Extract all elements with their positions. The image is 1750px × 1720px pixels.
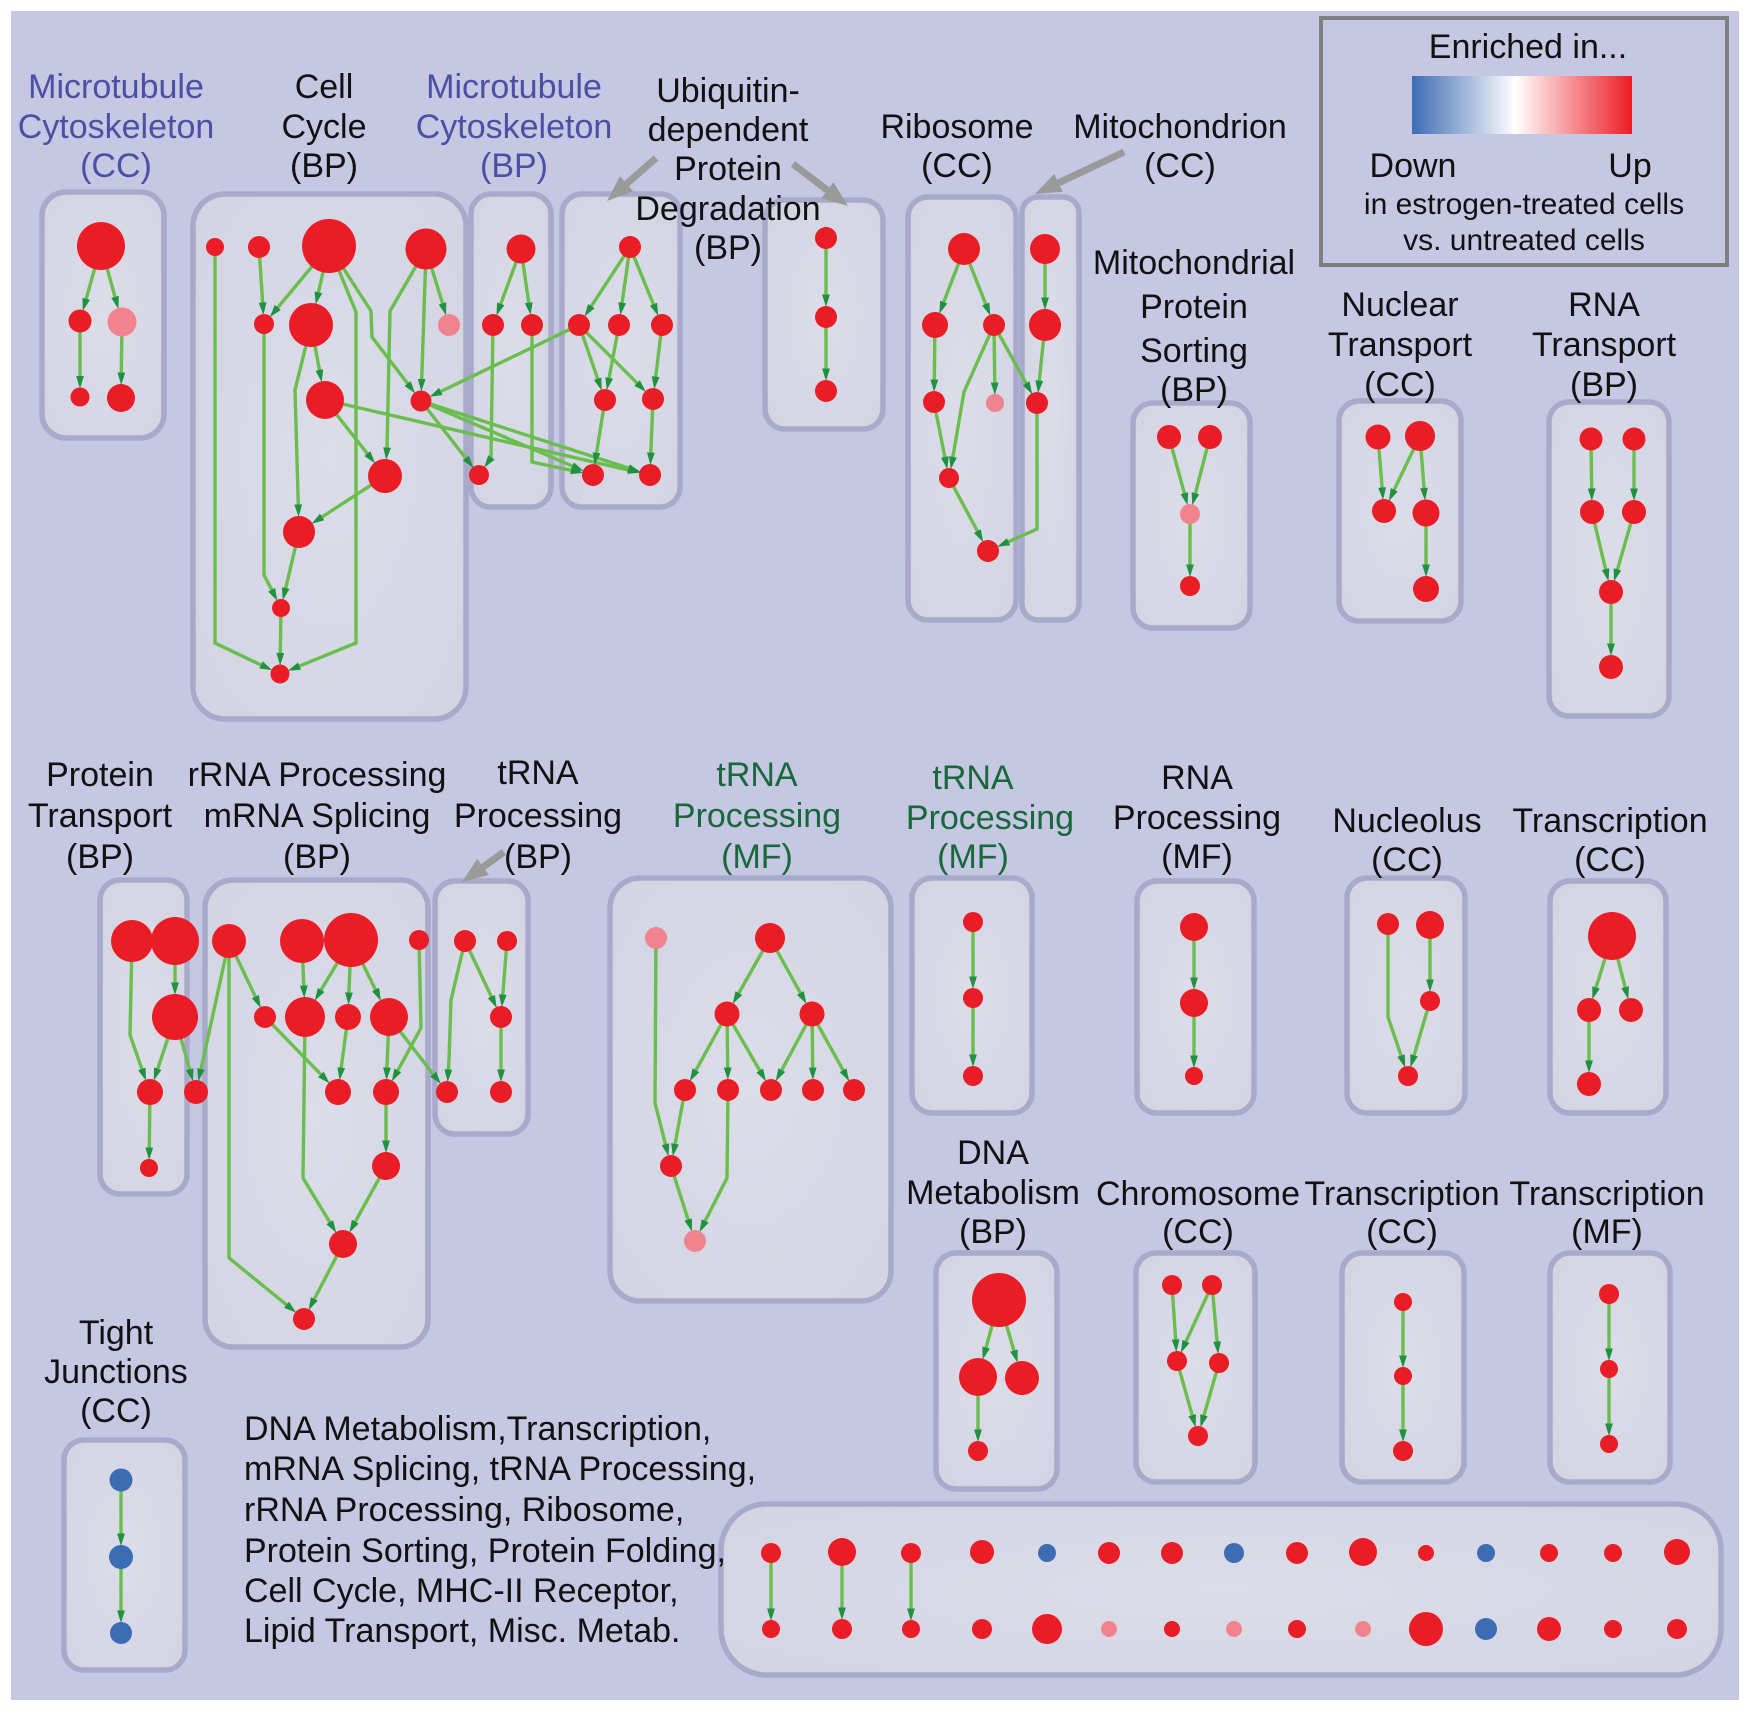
svg-text:Cytoskeleton: Cytoskeleton <box>18 108 215 146</box>
svg-text:Transcription: Transcription <box>1512 802 1707 840</box>
svg-text:DNA Metabolism,Transcription,: DNA Metabolism,Transcription, <box>244 1410 711 1448</box>
svg-text:(MF): (MF) <box>937 838 1009 876</box>
svg-text:Nucleolus: Nucleolus <box>1332 802 1481 840</box>
svg-text:(CC): (CC) <box>921 147 993 185</box>
svg-text:(BP): (BP) <box>1160 371 1228 409</box>
svg-text:(MF): (MF) <box>1571 1213 1643 1251</box>
svg-text:(CC): (CC) <box>1364 366 1436 404</box>
svg-text:(CC): (CC) <box>1574 841 1646 879</box>
svg-text:Degradation: Degradation <box>635 190 820 228</box>
svg-text:Cell Cycle, MHC-II Receptor,: Cell Cycle, MHC-II Receptor, <box>244 1572 679 1610</box>
svg-text:in estrogen-treated cells: in estrogen-treated cells <box>1364 188 1684 221</box>
svg-text:Up: Up <box>1608 147 1651 185</box>
svg-text:Processing: Processing <box>673 797 841 835</box>
svg-text:Transcription: Transcription <box>1304 1175 1499 1213</box>
svg-text:Tight: Tight <box>79 1314 154 1352</box>
svg-text:(BP): (BP) <box>694 229 762 267</box>
svg-text:Chromosome: Chromosome <box>1096 1175 1300 1213</box>
svg-text:RNA: RNA <box>1161 759 1233 797</box>
svg-text:Lipid Transport, Misc. Metab.: Lipid Transport, Misc. Metab. <box>244 1612 681 1650</box>
svg-text:Microtubule: Microtubule <box>28 68 204 106</box>
svg-text:Processing: Processing <box>1113 799 1281 837</box>
svg-text:Processing: Processing <box>906 799 1074 837</box>
svg-text:(CC): (CC) <box>80 1392 152 1430</box>
svg-text:tRNA: tRNA <box>932 759 1014 797</box>
svg-text:Cell: Cell <box>295 68 354 106</box>
svg-text:(BP): (BP) <box>290 147 358 185</box>
svg-text:Down: Down <box>1370 147 1457 185</box>
svg-text:Transport: Transport <box>1328 326 1473 364</box>
svg-text:Protein: Protein <box>674 150 782 188</box>
svg-text:(CC): (CC) <box>80 147 152 185</box>
svg-text:tRNA: tRNA <box>716 756 798 794</box>
svg-text:(BP): (BP) <box>959 1213 1027 1251</box>
svg-text:(MF): (MF) <box>1161 838 1233 876</box>
svg-text:(BP): (BP) <box>66 838 134 876</box>
svg-text:(BP): (BP) <box>480 147 548 185</box>
svg-text:Protein: Protein <box>1140 288 1248 326</box>
svg-text:Metabolism: Metabolism <box>906 1174 1080 1212</box>
svg-text:(BP): (BP) <box>283 838 351 876</box>
svg-text:Mitochondrion: Mitochondrion <box>1073 108 1287 146</box>
svg-text:Nuclear: Nuclear <box>1341 286 1458 324</box>
svg-text:Ribosome: Ribosome <box>880 108 1033 146</box>
svg-text:(BP): (BP) <box>504 838 572 876</box>
svg-text:vs. untreated cells: vs. untreated cells <box>1403 224 1645 257</box>
svg-text:(CC): (CC) <box>1371 841 1443 879</box>
svg-text:Junctions: Junctions <box>44 1353 188 1391</box>
svg-text:Transcription: Transcription <box>1509 1175 1704 1213</box>
svg-text:Processing: Processing <box>454 797 622 835</box>
svg-text:Cytoskeleton: Cytoskeleton <box>416 108 613 146</box>
svg-text:Enriched in...: Enriched in... <box>1429 28 1627 66</box>
svg-text:Transport: Transport <box>28 797 173 835</box>
svg-text:rRNA Processing: rRNA Processing <box>188 756 447 794</box>
svg-text:(CC): (CC) <box>1162 1213 1234 1251</box>
svg-text:Ubiquitin-: Ubiquitin- <box>656 72 800 110</box>
svg-text:Microtubule: Microtubule <box>426 68 602 106</box>
svg-text:(MF): (MF) <box>721 838 793 876</box>
svg-text:dependent: dependent <box>648 111 809 149</box>
svg-text:Protein: Protein <box>46 756 154 794</box>
svg-text:mRNA Splicing, tRNA Processing: mRNA Splicing, tRNA Processing, <box>244 1450 756 1488</box>
svg-text:(CC): (CC) <box>1144 147 1216 185</box>
svg-text:DNA: DNA <box>957 1134 1029 1172</box>
svg-text:(BP): (BP) <box>1570 366 1638 404</box>
svg-text:Cycle: Cycle <box>281 108 366 146</box>
svg-text:Transport: Transport <box>1532 326 1677 364</box>
svg-text:tRNA: tRNA <box>497 754 579 792</box>
svg-text:Sorting: Sorting <box>1140 332 1248 370</box>
svg-text:Protein Sorting, Protein Foldi: Protein Sorting, Protein Folding, <box>244 1532 726 1570</box>
svg-text:(CC): (CC) <box>1366 1213 1438 1251</box>
svg-text:rRNA Processing, Ribosome,: rRNA Processing, Ribosome, <box>244 1491 684 1529</box>
svg-text:Mitochondrial: Mitochondrial <box>1093 244 1295 282</box>
svg-text:RNA: RNA <box>1568 286 1640 324</box>
svg-text:mRNA Splicing: mRNA Splicing <box>204 797 431 835</box>
